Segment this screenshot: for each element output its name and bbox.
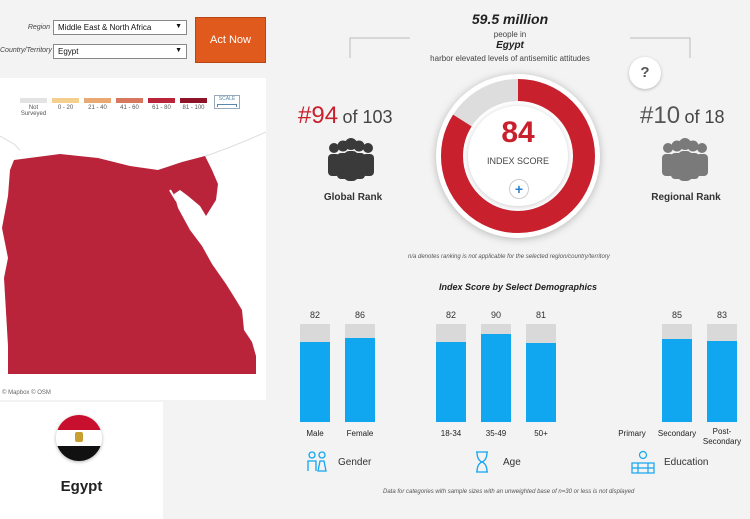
country-select[interactable]: Egypt ▼ — [53, 44, 187, 59]
chevron-down-icon: ▼ — [175, 23, 182, 30]
legend-swatch — [116, 98, 143, 103]
bar-age-35-49[interactable] — [481, 333, 511, 422]
people-group-icon — [662, 138, 708, 181]
flag-band-red — [56, 415, 102, 431]
bar-age-50+[interactable] — [526, 342, 556, 422]
region-select[interactable]: Middle East & North Africa ▼ — [53, 20, 187, 35]
bar-value-label: 82 — [309, 310, 320, 320]
flag-eagle-emblem — [75, 432, 83, 442]
education-icon — [631, 450, 655, 474]
regional-rank-label: Regional Rank — [651, 192, 721, 203]
legend-label: 21 - 40 — [88, 105, 107, 111]
legend-item: 41 - 60 — [116, 98, 143, 117]
legend-item: 81 - 100 — [180, 98, 207, 117]
population-number: 59.5 million — [471, 11, 549, 27]
map-border-lines — [0, 131, 266, 159]
legend-swatch — [148, 98, 175, 103]
legend-item: 0 - 20 — [52, 98, 79, 117]
bar-value-label: 86 — [354, 310, 365, 320]
education-group-label: Education — [664, 457, 709, 468]
regional-rank-number: #10 — [640, 102, 681, 129]
bar-category-label: Male — [306, 429, 324, 438]
bar-education-secondary[interactable] — [662, 338, 692, 422]
scale-label: SCALE — [218, 96, 236, 102]
regional-rank-of: of 18 — [684, 107, 725, 127]
sample-size-footnote: Data for categories with sample sizes wi… — [383, 489, 635, 495]
bar-gender-male[interactable] — [300, 341, 330, 422]
regional-rank: #10 of 18 — [640, 102, 725, 130]
gauge-arc — [441, 79, 595, 233]
bar-category-label: 18-34 — [440, 429, 462, 438]
bar-age-18-34[interactable] — [436, 341, 466, 422]
bar-value-label: 90 — [490, 310, 501, 320]
country-name: Egypt — [60, 478, 103, 495]
bar-gender-female[interactable] — [345, 337, 375, 422]
gender-icon — [307, 451, 327, 472]
bar-value-label: 83 — [716, 310, 727, 320]
egypt-map[interactable] — [0, 78, 266, 400]
hourglass-icon — [476, 451, 488, 473]
act-now-button[interactable]: Act Now — [195, 17, 266, 63]
legend-label: 41 - 60 — [120, 105, 139, 111]
egypt-shape[interactable] — [2, 154, 256, 374]
legend-item: Not Surveyed — [20, 98, 47, 117]
na-note: n/a denotes ranking is not applicable fo… — [408, 254, 610, 260]
scale-bar — [217, 104, 237, 107]
scale-control[interactable]: SCALE — [214, 95, 240, 109]
gauge-center — [468, 106, 568, 206]
global-rank-label: Global Rank — [323, 192, 383, 203]
legend-item: 61 - 80 — [148, 98, 175, 117]
map-attribution[interactable]: © Mapbox © OSM — [2, 390, 51, 396]
gender-group-label: Gender — [338, 457, 372, 468]
legend-swatch — [52, 98, 79, 103]
chevron-down-icon: ▼ — [175, 47, 182, 54]
map-panel[interactable]: Not Surveyed 0 - 20 21 - 40 41 - 60 61 - 80 8… — [0, 78, 266, 400]
region-select-value: Middle East & North Africa — [58, 23, 152, 32]
bar-value-label: 82 — [445, 310, 456, 320]
legend-label: Not Surveyed — [20, 105, 47, 117]
legend-swatch — [84, 98, 111, 103]
legend-swatch — [180, 98, 207, 103]
population-line2: harbor elevated levels of antisemitic at… — [430, 54, 590, 63]
bar-value-label: 85 — [671, 310, 682, 320]
bar-education-post-secondary[interactable] — [707, 340, 737, 422]
demographics-title: Index Score by Select Demographics — [438, 282, 598, 292]
map-legend: Not Surveyed 0 - 20 21 - 40 41 - 60 61 - 80 8… — [20, 98, 207, 117]
global-rank-of: of 103 — [342, 107, 393, 127]
expand-plus-icon[interactable]: + — [509, 179, 529, 199]
headline-brackets — [349, 37, 691, 58]
age-group-label: Age — [503, 457, 521, 468]
legend-label: 0 - 20 — [57, 105, 74, 111]
bar-value-label: 81 — [535, 310, 546, 320]
legend-item: 21 - 40 — [84, 98, 111, 117]
global-rank-number: #94 — [298, 102, 339, 129]
people-group-icon — [328, 138, 374, 181]
index-score-gauge — [436, 74, 600, 238]
country-card: Egypt — [0, 402, 163, 519]
population-country: Egypt — [496, 40, 524, 51]
legend-swatch — [20, 98, 47, 103]
global-rank: #94 of 103 — [298, 102, 393, 130]
region-label: Region — [27, 24, 50, 31]
help-button[interactable]: ? — [629, 57, 661, 89]
gulf-of-aqaba — [205, 217, 215, 255]
population-line1: people in — [493, 30, 527, 39]
legend-label: 61 - 80 — [152, 105, 171, 111]
bar-category-label: Female — [346, 429, 374, 438]
country-label: Country/Territory — [0, 47, 52, 54]
index-score-value: 84 — [501, 116, 535, 149]
gulf-of-suez — [169, 189, 201, 223]
legend-label: 81 - 100 — [182, 105, 205, 111]
egypt-flag-icon — [56, 415, 102, 461]
bar-category-label: 50+ — [534, 429, 548, 438]
bar-category-label: Primary — [618, 429, 646, 438]
bar-category-label: 35-49 — [485, 429, 507, 438]
bar-category-label: Post- Secondary — [702, 427, 742, 446]
flag-band-black — [56, 445, 102, 461]
bar-category-label: Secondary — [657, 429, 697, 438]
country-select-value: Egypt — [58, 47, 79, 56]
index-score-label: INDEX SCORE — [486, 156, 549, 166]
